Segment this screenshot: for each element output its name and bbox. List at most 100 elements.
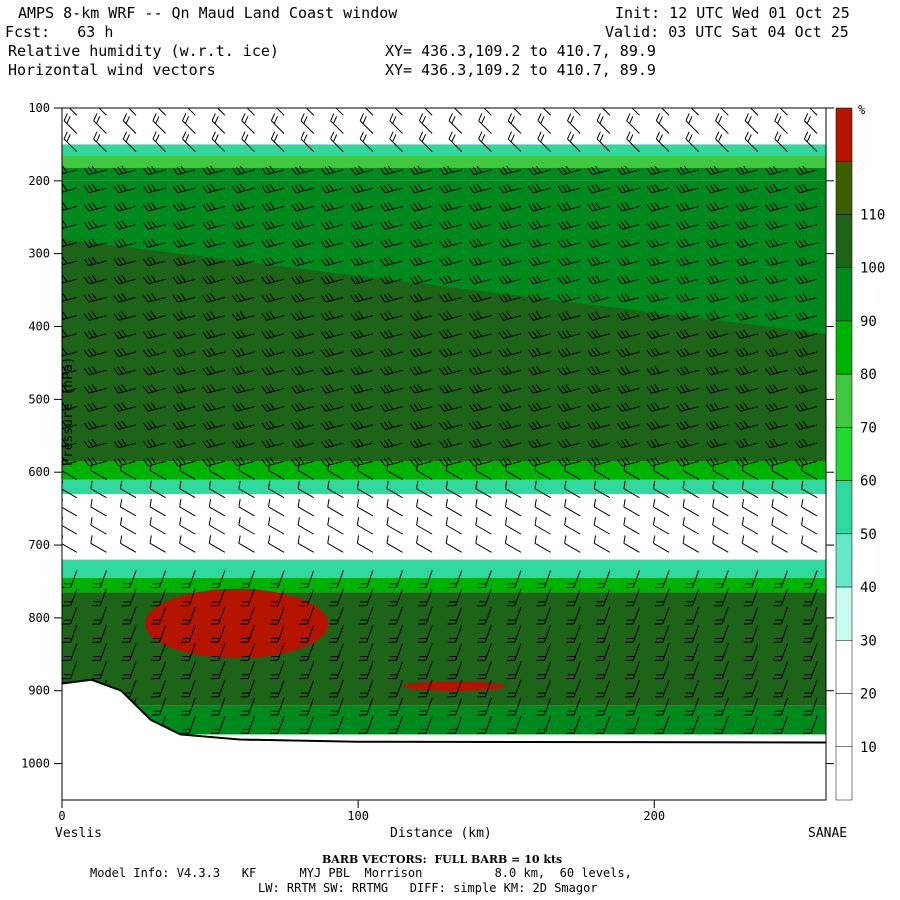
barb-flag: [176, 439, 183, 447]
wind-barb: [172, 256, 196, 267]
barb-flag: [535, 183, 542, 192]
barb-flag: [476, 256, 483, 264]
barb-flag: [587, 167, 593, 175]
barb-flag: [739, 294, 745, 302]
rh-band: [62, 108, 826, 145]
barb-flag: [90, 535, 93, 544]
barb-flag: [705, 186, 712, 194]
barb-staff: [621, 205, 640, 212]
wind-barb: [478, 131, 492, 153]
barb-flag: [676, 295, 682, 303]
barb-flag: [798, 221, 804, 229]
barb-flag: [803, 113, 809, 121]
barb-flag: [156, 98, 159, 105]
barb-staff: [236, 169, 255, 176]
barb-flag: [504, 462, 508, 471]
barb-flag: [777, 134, 782, 143]
wind-barb: [62, 661, 78, 680]
barb-flag: [172, 313, 179, 321]
barb-staff: [366, 570, 374, 588]
barb-flag: [143, 459, 149, 467]
barb-staff: [325, 369, 344, 376]
barb-staff: [484, 716, 492, 734]
wind-barb: [121, 643, 137, 661]
barb-flag: [320, 459, 327, 467]
barb-staff: [720, 108, 729, 116]
barb-flag: [683, 347, 690, 355]
barb-flag: [557, 440, 564, 449]
barb-flag: [387, 457, 394, 465]
barb-flag: [765, 459, 771, 467]
barb-flag: [597, 95, 600, 102]
barb-flag: [117, 421, 123, 429]
barb-flag: [239, 457, 246, 465]
barb-flag: [147, 184, 153, 193]
wind-barb: [149, 462, 166, 480]
barb-flag: [180, 165, 187, 173]
barb-flag: [210, 293, 216, 301]
barb-staff: [385, 424, 403, 431]
barb-flag: [328, 165, 335, 173]
barb-flag: [409, 258, 416, 266]
wind-barb: [705, 220, 729, 230]
barb-flag: [443, 166, 449, 174]
barb-flag: [472, 276, 479, 284]
wind-barb: [652, 535, 670, 553]
wind-barb: [210, 697, 226, 716]
barb-staff: [236, 406, 255, 412]
barb-staff: [653, 542, 670, 553]
wind-barb: [593, 517, 611, 535]
barb-flag: [439, 204, 445, 212]
wind-barb: [478, 113, 492, 134]
wind-barb: [542, 108, 551, 116]
barb-staff: [414, 406, 433, 412]
barb-staff: [749, 108, 759, 116]
wind-barb: [801, 462, 818, 480]
barb-flag: [176, 312, 183, 320]
barb-staff: [296, 187, 314, 194]
barb-staff: [277, 697, 285, 716]
barb-staff: [118, 351, 137, 358]
barb-flag: [320, 349, 327, 357]
wind-barb: [350, 202, 374, 212]
barb-flag: [295, 439, 301, 447]
barb-staff: [414, 260, 433, 267]
barb-flag: [806, 116, 811, 124]
barb-flag: [235, 257, 242, 265]
barb-staff: [592, 424, 610, 431]
wind-barb: [445, 517, 463, 535]
wind-barb: [794, 293, 818, 303]
barb-staff: [445, 506, 463, 517]
barb-flag: [295, 239, 301, 247]
wind-barb: [537, 113, 551, 134]
barb-staff: [325, 260, 344, 267]
barb-flag: [210, 238, 216, 246]
barb-flag: [328, 311, 335, 319]
wind-barb: [475, 480, 492, 499]
wind-barb: [329, 625, 344, 643]
barb-staff: [484, 643, 492, 661]
wind-barb: [593, 535, 611, 553]
barb-staff: [505, 506, 522, 517]
barb-staff: [623, 470, 640, 480]
barb-flag: [202, 167, 208, 175]
wind-barb: [327, 498, 344, 517]
barb-flag: [616, 368, 623, 376]
barb-flag: [472, 348, 479, 356]
barb-flag: [620, 221, 627, 229]
barb-flag: [443, 421, 449, 429]
wind-barb: [380, 274, 403, 285]
wind-barb: [557, 384, 581, 394]
barb-flag: [564, 462, 567, 471]
wind-barb: [268, 462, 285, 480]
barb-flag: [654, 274, 660, 283]
y-tick-label: 1000: [21, 757, 50, 771]
barb-flag: [409, 422, 416, 430]
barb-flag: [616, 186, 623, 194]
barb-flag: [291, 386, 297, 394]
barb-flag: [413, 276, 420, 284]
barb-staff: [177, 369, 196, 376]
wind-barb: [143, 402, 166, 412]
barb-flag: [380, 277, 386, 285]
